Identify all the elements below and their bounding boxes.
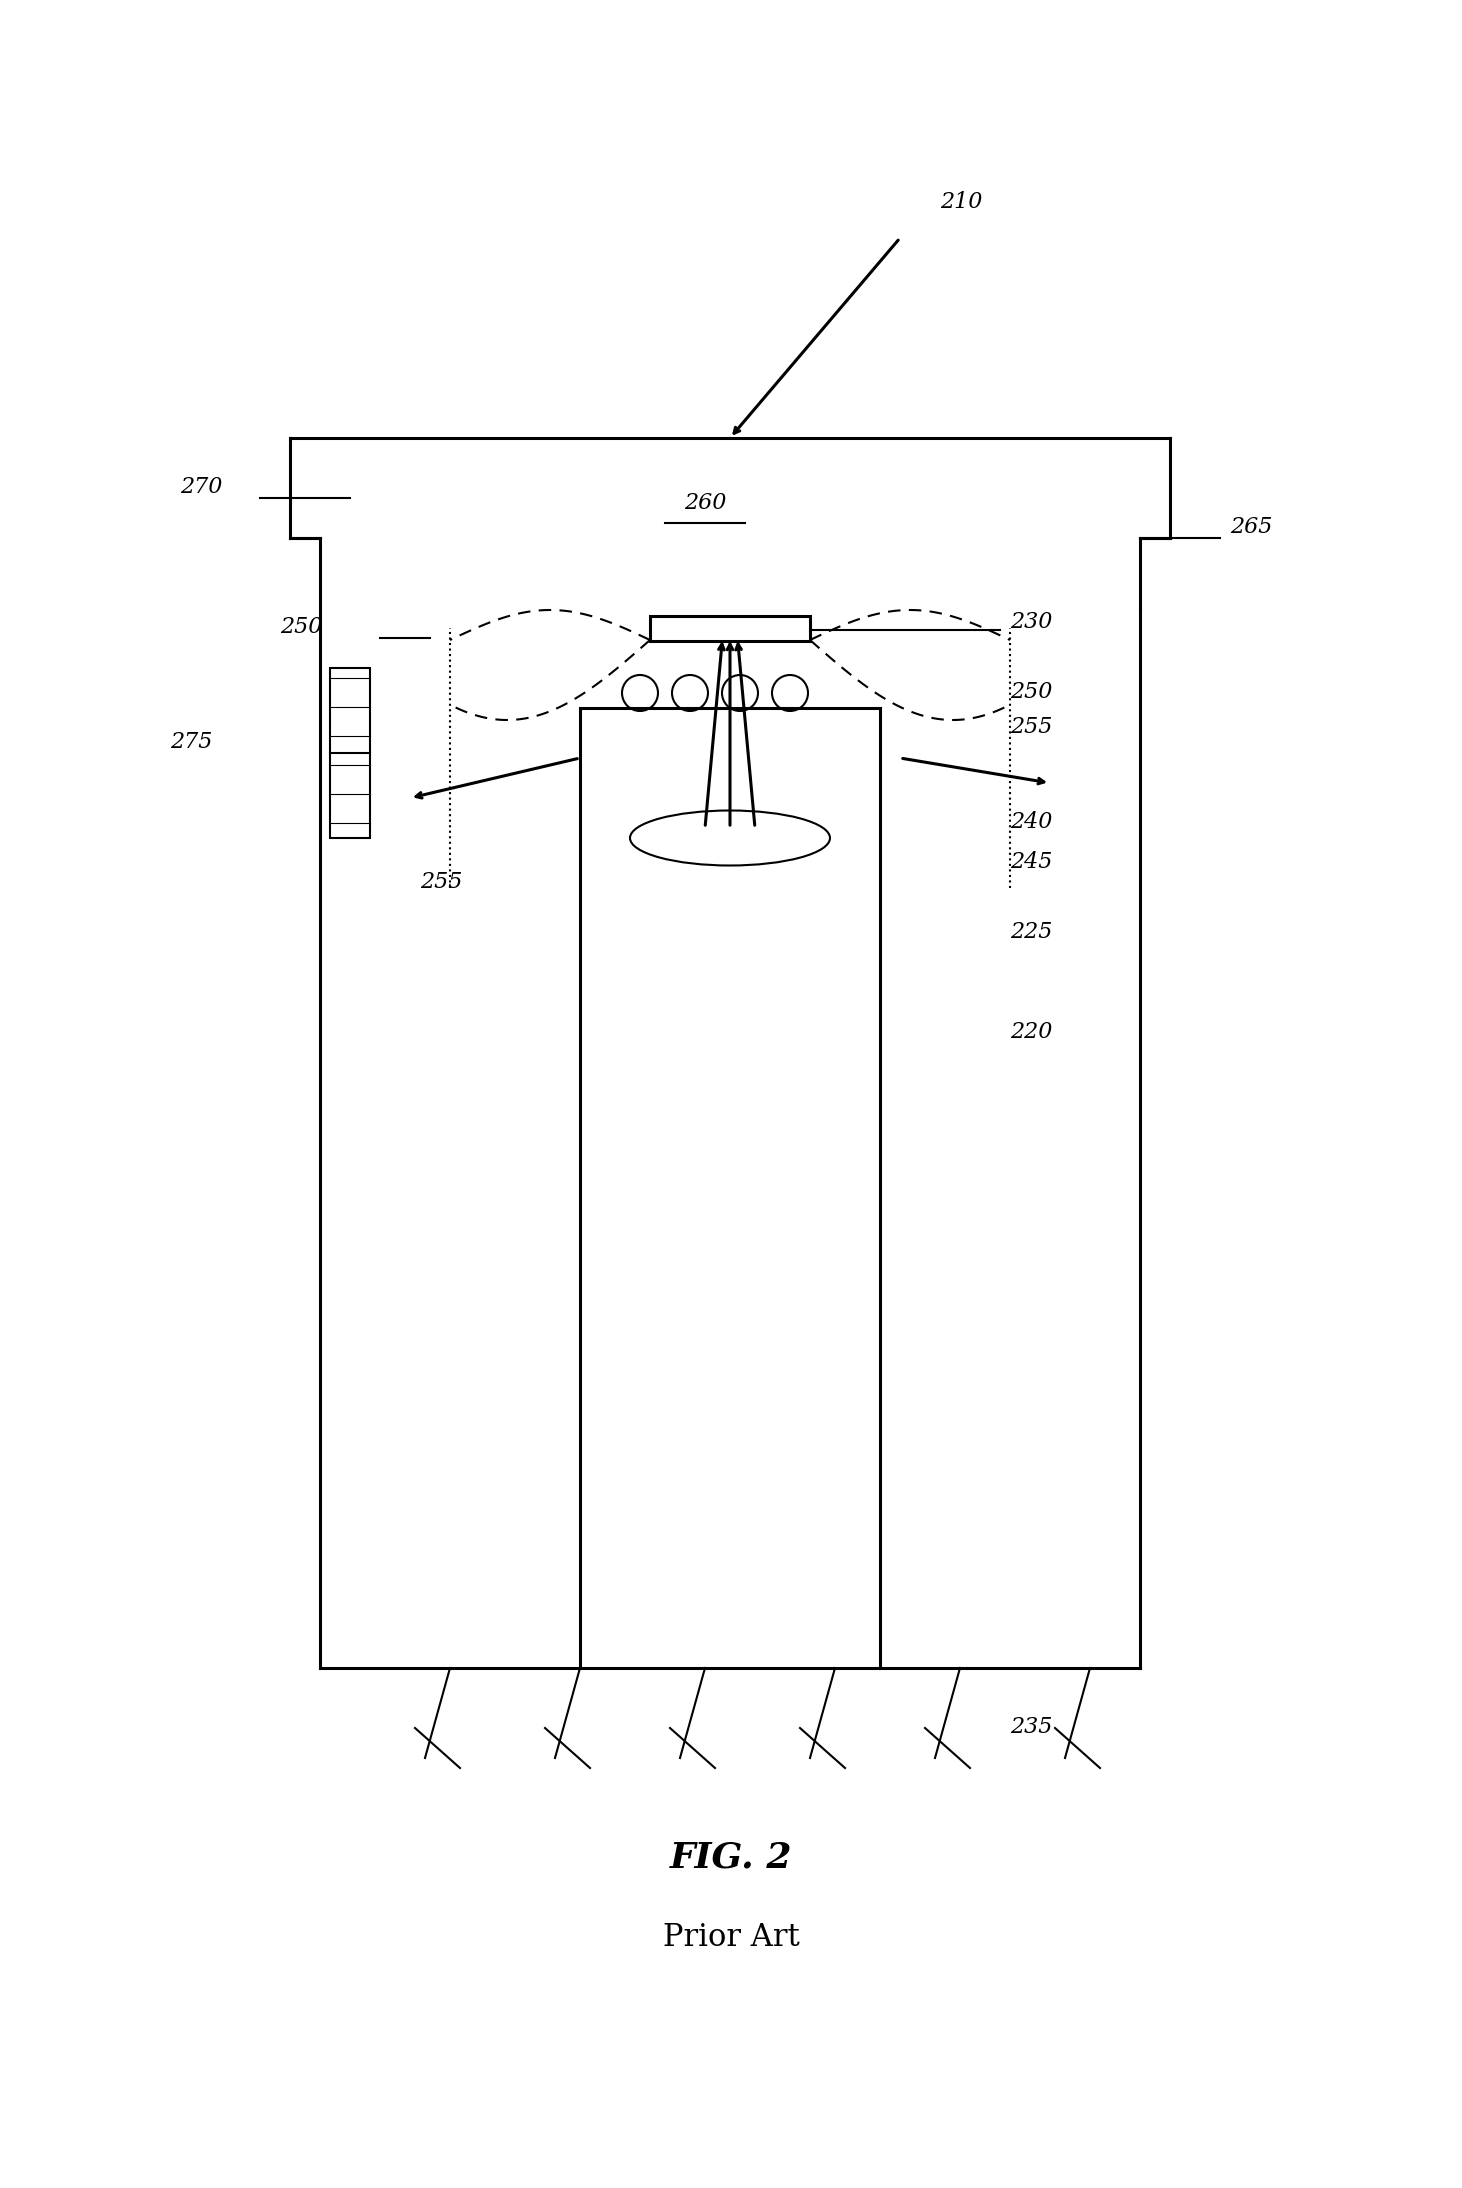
Text: 235: 235 [1010, 1715, 1053, 1737]
Text: 255: 255 [1010, 715, 1053, 737]
Text: 255: 255 [420, 871, 462, 893]
Text: 225: 225 [1010, 921, 1053, 943]
Text: 240: 240 [1010, 812, 1053, 834]
Text: 270: 270 [180, 477, 222, 499]
Text: 220: 220 [1010, 1022, 1053, 1044]
Text: FIG. 2: FIG. 2 [670, 1840, 792, 1875]
Text: 265: 265 [1230, 516, 1272, 538]
Text: 260: 260 [684, 492, 727, 514]
Ellipse shape [630, 810, 830, 866]
Bar [330, 667, 370, 838]
Text: 250: 250 [1010, 680, 1053, 702]
Text: 210: 210 [940, 190, 982, 212]
Text: Prior Art: Prior Art [662, 1923, 800, 1954]
Text: 230: 230 [1010, 610, 1053, 632]
Text: 250: 250 [281, 617, 323, 639]
FancyBboxPatch shape [651, 615, 810, 641]
Text: 245: 245 [1010, 851, 1053, 873]
Text: 275: 275 [170, 731, 212, 753]
